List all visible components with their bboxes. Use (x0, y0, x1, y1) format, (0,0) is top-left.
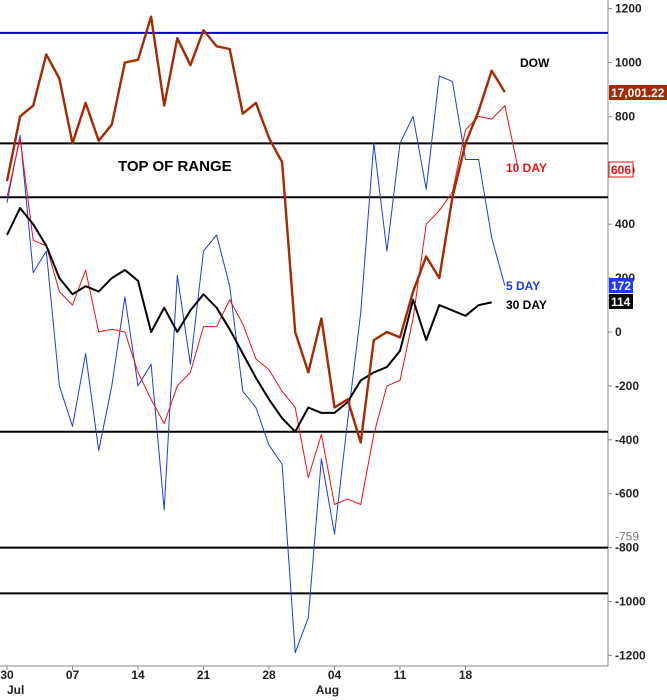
y-tick-label: 400 (615, 217, 635, 231)
y-axis: 120010008006004002000-200-400-600-800-10… (608, 2, 646, 662)
x-tick-label: 04 (328, 668, 342, 682)
series-label-30-day: 30 DAY (506, 298, 547, 312)
value-tag-text-30-day: 114 (611, 295, 631, 309)
y-tick-label: -200 (615, 379, 639, 393)
top-of-range-annotation: TOP OF RANGE (118, 158, 232, 175)
y-tick-label: 800 (615, 109, 635, 123)
value-tag-5-day (609, 278, 633, 293)
x-tick-label: 07 (66, 668, 80, 682)
x-tick-label: 14 (131, 668, 145, 682)
x-tick-label: 11 (394, 668, 407, 682)
y-tick-label: -800 (615, 541, 639, 555)
x-tick-label: 21 (197, 668, 211, 682)
series-labels: DOW 17,001.22 10 DAY 606 5 DAY 172 30 DAY 114 (506, 56, 667, 312)
month-label: Aug (316, 683, 339, 697)
horizontal-reference-lines (0, 31, 608, 595)
y-tick-label: -1200 (615, 648, 646, 662)
y-tick-label: -600 (615, 487, 639, 501)
x-tick-label: 30 (0, 668, 14, 682)
series-line-10-day (6, 105, 519, 505)
x-tick-label: 18 (459, 668, 473, 682)
y-extra-label: -759 (615, 530, 639, 544)
series-label-5-day: 5 DAY (506, 279, 540, 293)
y-tick-label: 0 (615, 325, 622, 339)
y-tick-label: 1200 (615, 2, 642, 16)
x-axis: 30 07 14 21 28 04 11 18 Jul Aug (0, 666, 472, 697)
value-tag-dow (609, 85, 667, 100)
value-tag-text-dow: 17,001.22 (611, 86, 665, 100)
x-tick-label: 28 (262, 668, 276, 682)
series-label-10-day: 10 DAY (506, 161, 547, 175)
y-tick-label: -400 (615, 433, 639, 447)
value-tag-text-10-day: 606 (611, 163, 631, 177)
y-tick-label: -1000 (615, 595, 646, 609)
value-tag-30-day (609, 294, 633, 309)
value-tag-text-5-day: 172 (611, 279, 631, 293)
plot-background (0, 0, 609, 667)
value-tag-10-day (608, 161, 634, 178)
series-line-30-day (6, 207, 492, 433)
y-tick-label: 1000 (615, 56, 642, 70)
series-label-dow: DOW (520, 56, 550, 70)
series-layer (5, 15, 519, 654)
series-line-5-day (6, 75, 506, 654)
series-line-dow (5, 15, 506, 444)
month-label: Jul (7, 683, 24, 697)
